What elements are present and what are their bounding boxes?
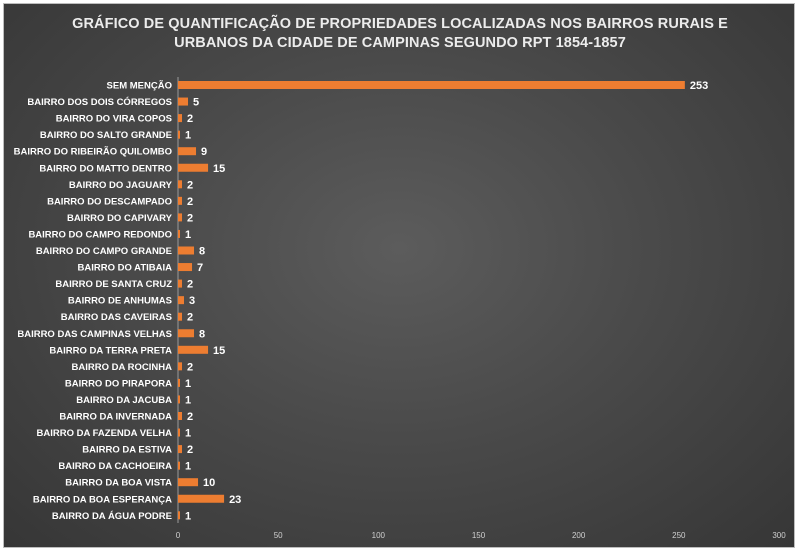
- data-label-bairro-do-pirapora: 1: [185, 378, 191, 390]
- category-label-bairro-do-matto-dentro: BAIRRO DO MATTO DENTRO: [39, 163, 172, 174]
- data-label-bairro-do-salto-grande: 1: [185, 130, 191, 142]
- category-label-bairro-da-boa-esperanca: BAIRRO DA BOA ESPERANÇA: [33, 494, 172, 505]
- data-label-bairro-dos-dois-corregos: 5: [193, 97, 199, 109]
- category-label-bairro-do-jaguary: BAIRRO DO JAGUARY: [69, 180, 173, 191]
- category-label-bairro-dos-dois-corregos: BAIRRO DOS DOIS CÓRREGOS: [27, 96, 172, 108]
- category-label-bairro-de-santa-cruz: BAIRRO DE SANTA CRUZ: [55, 279, 172, 290]
- bar-bairro-do-campo-redondo: [178, 229, 181, 238]
- category-label-bairro-das-caveiras: BAIRRO DAS CAVEIRAS: [61, 312, 172, 323]
- x-tick-label-250: 250: [672, 531, 686, 540]
- bar-bairro-do-jaguary: [178, 180, 183, 189]
- category-label-bairro-da-agua-podre: BAIRRO DA ÁGUA PODRE: [52, 511, 172, 522]
- bar-bairro-do-vira-copos: [178, 114, 183, 123]
- category-label-bairro-do-salto-grande: BAIRRO DO SALTO GRANDE: [40, 130, 172, 141]
- data-label-bairro-da-fazenda-velha: 1: [185, 428, 191, 440]
- data-label-bairro-da-jacuba: 1: [185, 394, 191, 406]
- data-label-bairro-do-capivary: 2: [187, 212, 193, 224]
- bar-bairro-do-matto-dentro: [178, 163, 209, 172]
- data-label-bairro-da-cachoeira: 1: [185, 461, 191, 473]
- bar-bairro-dos-dois-corregos: [178, 97, 189, 106]
- x-tick-label-100: 100: [372, 531, 386, 540]
- bar-bairro-da-cachoeira: [178, 461, 181, 470]
- bar-bairro-da-agua-podre: [178, 511, 181, 520]
- bar-bairro-da-boa-esperanca: [178, 494, 225, 503]
- chart-frame: GRÁFICO DE QUANTIFICAÇÃO DE PROPRIEDADES…: [3, 3, 795, 548]
- data-label-bairro-da-rocinha: 2: [187, 361, 193, 373]
- bar-bairro-das-caveiras: [178, 312, 183, 321]
- bar-bairro-do-ribeirao-quilombo: [178, 147, 197, 156]
- bar-sem-mencao: [178, 81, 685, 89]
- x-tick-label-50: 50: [274, 531, 283, 540]
- category-label-sem-mencao: SEM MENÇÃO: [107, 81, 172, 92]
- bar-bairro-do-pirapora: [178, 378, 181, 387]
- data-label-bairro-da-boa-vista: 10: [203, 477, 215, 489]
- bar-bairro-da-jacuba: [178, 395, 181, 404]
- data-label-bairro-da-agua-podre: 1: [185, 510, 191, 522]
- bar-bairro-do-atibaia: [178, 263, 193, 272]
- data-label-bairro-da-invernada: 2: [187, 411, 193, 423]
- category-label-bairro-da-estiva: BAIRRO DA ESTIVA: [82, 445, 172, 456]
- bar-bairro-do-descampado: [178, 196, 183, 205]
- data-label-sem-mencao: 253: [690, 80, 708, 92]
- category-label-bairro-do-vira-copos: BAIRRO DO VIRA COPOS: [56, 114, 172, 125]
- category-label-bairro-da-fazenda-velha: BAIRRO DA FAZENDA VELHA: [37, 428, 173, 439]
- bar-bairro-da-boa-vista: [178, 478, 199, 487]
- category-label-bairro-da-boa-vista: BAIRRO DA BOA VISTA: [65, 478, 172, 489]
- data-label-bairro-do-jaguary: 2: [187, 179, 193, 191]
- data-label-bairro-do-campo-grande: 8: [199, 246, 205, 258]
- chart-title: GRÁFICO DE QUANTIFICAÇÃO DE PROPRIEDADES…: [4, 15, 794, 53]
- category-label-bairro-da-terra-preta: BAIRRO DA TERRA PRETA: [49, 345, 172, 356]
- category-label-bairro-do-descampado: BAIRRO DO DESCAMPADO: [47, 196, 172, 207]
- data-label-bairro-do-matto-dentro: 15: [213, 163, 225, 175]
- category-label-bairro-do-atibaia: BAIRRO DO ATIBAIA: [78, 263, 173, 274]
- data-label-bairro-do-descampado: 2: [187, 196, 193, 208]
- category-label-bairro-do-ribeirao-quilombo: BAIRRO DO RIBEIRÃO QUILOMBO: [14, 147, 172, 158]
- x-tick-label-150: 150: [472, 531, 486, 540]
- category-label-bairro-do-campo-grande: BAIRRO DO CAMPO GRANDE: [36, 246, 172, 257]
- bar-bairro-da-estiva: [178, 445, 183, 454]
- data-label-bairro-do-campo-redondo: 1: [185, 229, 191, 241]
- bar-chart: SEM MENÇÃO 253 BAIRRO DOS DOIS CÓRREGOS 5 BA…: [14, 77, 786, 540]
- data-label-bairro-da-terra-preta: 15: [213, 345, 225, 357]
- chart-title-line-1: GRÁFICO DE QUANTIFICAÇÃO DE PROPRIEDADES…: [72, 16, 728, 32]
- data-label-bairro-da-estiva: 2: [187, 444, 193, 456]
- x-tick-label-200: 200: [572, 531, 586, 540]
- data-label-bairro-do-atibaia: 7: [197, 262, 203, 274]
- category-label-bairro-do-capivary: BAIRRO DO CAPIVARY: [67, 213, 173, 224]
- data-label-bairro-das-caveiras: 2: [187, 312, 193, 324]
- bar-bairro-do-salto-grande: [178, 130, 181, 139]
- category-label-bairro-da-cachoeira: BAIRRO DA CACHOEIRA: [58, 461, 172, 472]
- data-label-bairro-do-vira-copos: 2: [187, 113, 193, 125]
- data-label-bairro-da-boa-esperanca: 23: [229, 494, 241, 506]
- bar-bairro-da-terra-preta: [178, 345, 209, 354]
- bar-bairro-de-santa-cruz: [178, 279, 183, 288]
- bar-bairro-de-anhumas: [178, 296, 185, 305]
- bar-bairro-das-campinas-velhas: [178, 329, 195, 338]
- bar-bairro-da-fazenda-velha: [178, 428, 181, 437]
- category-label-bairro-do-campo-redondo: BAIRRO DO CAMPO REDONDO: [28, 229, 172, 240]
- data-label-bairro-das-campinas-velhas: 8: [199, 328, 205, 340]
- data-label-bairro-do-ribeirao-quilombo: 9: [201, 146, 207, 158]
- category-label-bairro-de-anhumas: BAIRRO DE ANHUMAS: [68, 296, 172, 307]
- bar-bairro-do-campo-grande: [178, 246, 195, 255]
- bar-bairro-da-rocinha: [178, 362, 183, 371]
- bar-bairro-do-capivary: [178, 213, 183, 222]
- x-tick-label-0: 0: [176, 531, 181, 540]
- x-tick-label-300: 300: [772, 531, 786, 540]
- category-label-bairro-das-campinas-velhas: BAIRRO DAS CAMPINAS VELHAS: [17, 329, 172, 340]
- chart-title-line-2: URBANOS DA CIDADE DE CAMPINAS SEGUNDO RP…: [174, 35, 626, 51]
- data-label-bairro-de-anhumas: 3: [189, 295, 195, 307]
- data-label-bairro-de-santa-cruz: 2: [187, 279, 193, 291]
- bar-bairro-da-invernada: [178, 412, 183, 420]
- category-label-bairro-da-invernada: BAIRRO DA INVERNADA: [59, 412, 172, 423]
- category-label-bairro-da-rocinha: BAIRRO DA ROCINHA: [72, 362, 173, 373]
- category-label-bairro-da-jacuba: BAIRRO DA JACUBA: [76, 395, 172, 406]
- category-label-bairro-do-pirapora: BAIRRO DO PIRAPORA: [65, 378, 172, 389]
